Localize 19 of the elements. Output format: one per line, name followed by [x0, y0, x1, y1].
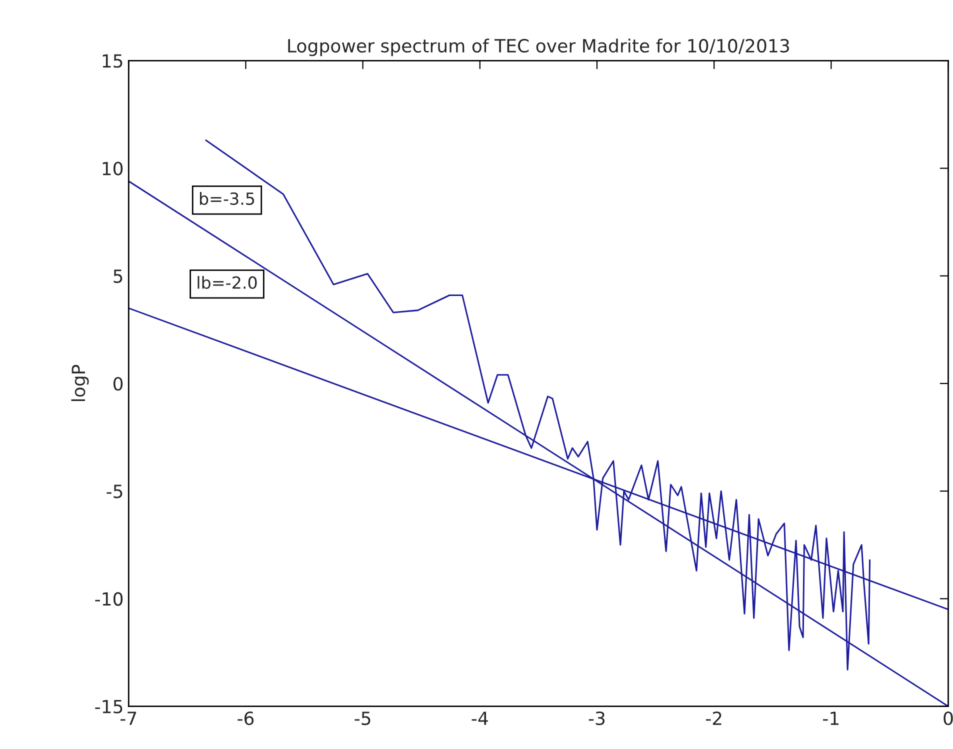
- y-tick-label: 5: [114, 270, 122, 283]
- x-tick-label: -6: [238, 711, 254, 726]
- x-tick-label: -1: [823, 712, 838, 725]
- y-tick-label: -10: [95, 592, 123, 606]
- annotation: b=-3.5: [200, 192, 254, 205]
- x-tick-label: -5: [354, 712, 370, 726]
- x-tick-label: -3: [588, 711, 605, 726]
- y-tick-label: 10: [102, 162, 123, 176]
- x-tick-label: -4: [472, 712, 488, 725]
- x-tick-label: 0: [944, 711, 953, 726]
- y-tick-label: 0: [113, 376, 123, 391]
- x-tick-label: -7: [120, 712, 136, 725]
- y-tick-label: -15: [95, 700, 122, 714]
- chart-title: Logpower spectrum of TEC over Madrite for 10/10/2013: [288, 38, 789, 56]
- y-tick-label: -5: [106, 484, 122, 498]
- x-tick-label: -2: [706, 711, 722, 725]
- y-tick-label: 15: [102, 54, 122, 68]
- annotation: lb=-2.0: [198, 276, 257, 289]
- y-axis-title: logP: [71, 364, 89, 401]
